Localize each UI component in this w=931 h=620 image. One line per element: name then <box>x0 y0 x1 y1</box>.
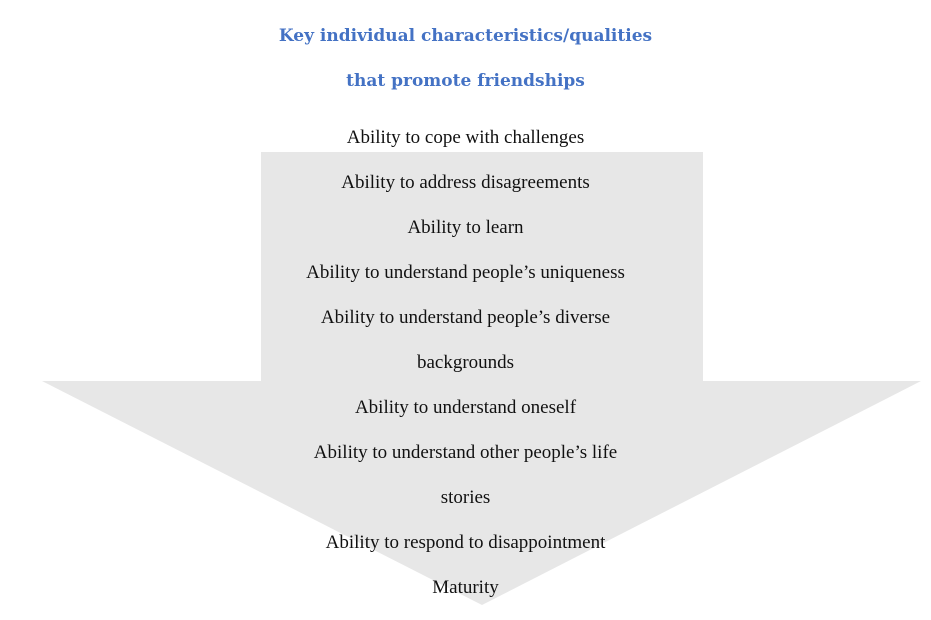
item-understand-diverse: Ability to understand people’s diverse <box>320 307 611 328</box>
item-address-disagreements: Ability to address disagreements <box>341 172 590 193</box>
item-understand-life: Ability to understand other people’s lif… <box>313 442 618 463</box>
item-cope-with-challenges: Ability to cope with challenges <box>346 127 585 148</box>
item-maturity: Maturity <box>432 577 499 598</box>
item-understand-uniqueness: Ability to understand people’s uniquenes… <box>306 262 625 283</box>
item-learn: Ability to learn <box>407 217 524 238</box>
diagram-title-line-1: Key individual characteristics/qualities <box>278 26 653 46</box>
item-stories: stories <box>440 487 491 508</box>
down-arrow-polygon <box>42 152 921 605</box>
item-backgrounds: backgrounds <box>416 352 515 373</box>
item-understand-oneself: Ability to understand oneself <box>354 397 577 418</box>
item-respond-disappointment: Ability to respond to disappointment <box>325 532 606 553</box>
diagram-title-line-2: that promote friendships <box>346 71 585 91</box>
